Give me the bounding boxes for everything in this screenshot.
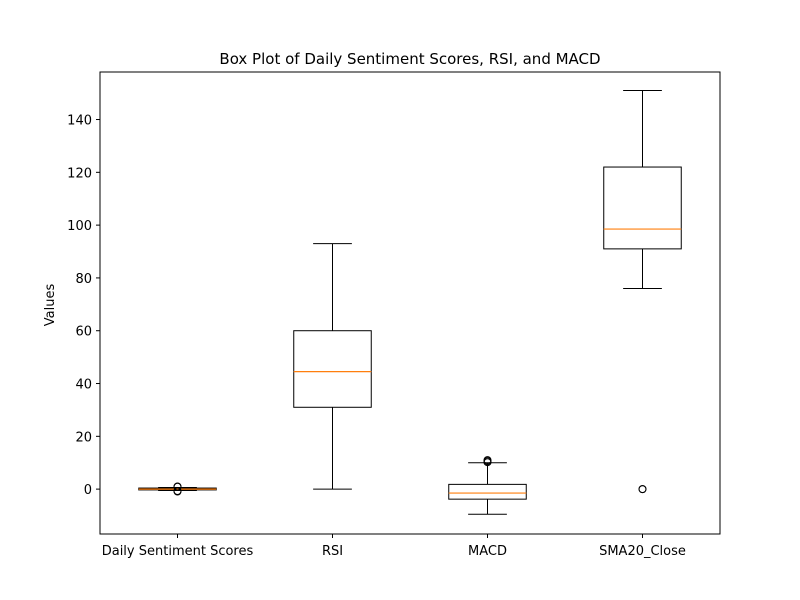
outlier-point	[483, 456, 492, 465]
y-axis-label: Values	[43, 284, 58, 327]
y-tick-label: 0	[84, 483, 92, 498]
outlier-point	[173, 486, 182, 495]
iqr-box	[603, 166, 682, 250]
x-tick-label: SMA20_Close	[599, 544, 686, 559]
box-group: MACD	[448, 456, 527, 559]
box-group: Daily Sentiment Scores	[102, 482, 254, 559]
box-group: RSI	[293, 243, 372, 559]
outlier-point	[173, 482, 182, 491]
y-tick-label: 140	[67, 114, 92, 129]
chart-title: Box Plot of Daily Sentiment Scores, RSI,…	[219, 50, 600, 68]
iqr-box	[293, 330, 372, 408]
box-group: SMA20_Close	[599, 89, 686, 559]
plot-area: 0 20 40 60 80 100 120 140 Daily Sentiment Scores…	[67, 71, 721, 559]
y-tick-label: 80	[75, 272, 92, 287]
x-tick-label: Daily Sentiment Scores	[102, 544, 254, 559]
y-tick-label: 60	[75, 325, 92, 340]
x-tick-label: MACD	[468, 544, 507, 559]
outlier-point	[638, 485, 647, 494]
y-tick-label: 120	[67, 166, 92, 181]
y-tick-label: 40	[75, 378, 92, 393]
y-tick-label: 20	[75, 430, 92, 445]
axes-frame	[99, 71, 721, 535]
x-tick-label: RSI	[322, 544, 343, 559]
iqr-box	[448, 483, 527, 500]
y-tick-label: 100	[67, 219, 92, 234]
